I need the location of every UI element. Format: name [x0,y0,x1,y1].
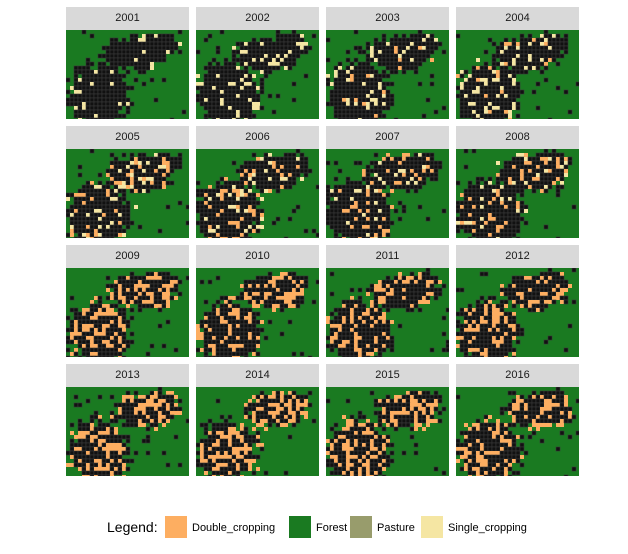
facet-panel-2003: 2003 [326,7,449,119]
legend-key-forest [289,516,311,538]
legend: Legend: Double_cropping Forest Pasture S… [0,512,628,542]
land-cover-map [456,30,579,119]
legend-label-double-cropping: Double_cropping [192,522,276,534]
legend-key-double-cropping [165,516,187,538]
land-cover-map [66,268,189,357]
land-cover-map [196,30,319,119]
land-cover-map [456,149,579,238]
facet-strip-label: 2006 [196,126,319,149]
facet-panel-2004: 2004 [456,7,579,119]
facet-panel-2009: 2009 [66,245,189,357]
facet-panel-2001: 2001 [66,7,189,119]
land-cover-map [326,268,449,357]
facet-panel-2007: 2007 [326,126,449,238]
facet-strip-label: 2012 [456,245,579,268]
facet-panel-2014: 2014 [196,364,319,476]
facet-strip-label: 2009 [66,245,189,268]
facet-strip-label: 2001 [66,7,189,30]
land-cover-map [456,387,579,476]
facet-strip-label: 2007 [326,126,449,149]
facet-panel-2008: 2008 [456,126,579,238]
legend-label-forest: Forest [316,522,348,534]
land-cover-map [326,387,449,476]
facet-panel-2010: 2010 [196,245,319,357]
facet-strip-label: 2004 [456,7,579,30]
facet-strip-label: 2008 [456,126,579,149]
facet-panel-2005: 2005 [66,126,189,238]
land-cover-map [66,30,189,119]
facet-strip-label: 2014 [196,364,319,387]
facet-panel-2015: 2015 [326,364,449,476]
facet-grid: 2001 2002 2003 2004 2005 2006 2007 2008 2009 2010… [66,7,579,476]
facet-strip-label: 2003 [326,7,449,30]
facet-strip-label: 2013 [66,364,189,387]
land-cover-map [196,387,319,476]
facet-panel-2012: 2012 [456,245,579,357]
facet-panel-2011: 2011 [326,245,449,357]
facet-strip-label: 2016 [456,364,579,387]
facet-panel-2013: 2013 [66,364,189,476]
land-cover-map [196,149,319,238]
legend-title: Legend: [107,519,158,535]
facet-panel-2006: 2006 [196,126,319,238]
legend-label-pasture: Pasture [377,522,415,534]
land-cover-map [66,149,189,238]
land-cover-map [66,387,189,476]
facet-panel-2016: 2016 [456,364,579,476]
land-cover-map [196,268,319,357]
facet-strip-label: 2005 [66,126,189,149]
facet-strip-label: 2010 [196,245,319,268]
land-cover-map [326,30,449,119]
legend-key-single-cropping [421,516,443,538]
facet-panel-2002: 2002 [196,7,319,119]
facet-strip-label: 2011 [326,245,449,268]
facet-strip-label: 2015 [326,364,449,387]
legend-label-single-cropping: Single_cropping [448,522,527,534]
land-cover-map [326,149,449,238]
land-cover-map [456,268,579,357]
facet-strip-label: 2002 [196,7,319,30]
legend-key-pasture [350,516,372,538]
